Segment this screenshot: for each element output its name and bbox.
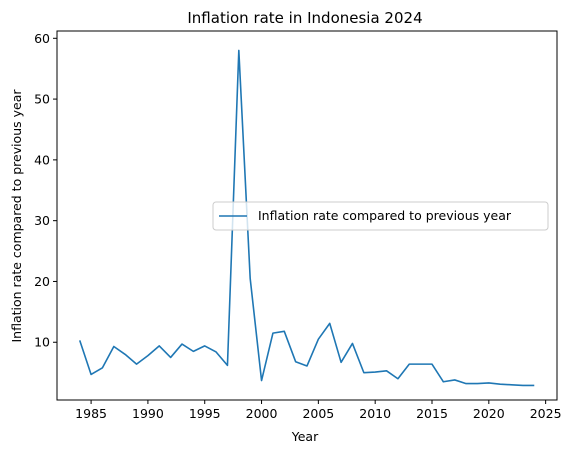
y-tick-label: 30 [34, 213, 50, 228]
plot-area [56, 30, 558, 401]
x-tick-label: 1990 [132, 406, 164, 421]
legend: Inflation rate compared to previous year [212, 201, 549, 231]
x-tick-label: 2020 [473, 406, 505, 421]
y-tick-label: 10 [34, 335, 50, 350]
y-axis-label: Inflation rate compared to previous year [9, 89, 24, 343]
y-axis: 10 20 30 40 50 60 [34, 31, 57, 350]
legend-box [212, 201, 549, 231]
y-tick-label: 40 [34, 152, 50, 167]
plot-frame [56, 30, 558, 401]
x-tick-label: 1985 [75, 406, 107, 421]
legend-label: Inflation rate compared to previous year [258, 208, 512, 223]
y-tick-label: 20 [34, 274, 50, 289]
x-axis: 1985 1990 1995 2000 2005 2010 2015 2020 2025 [75, 400, 562, 421]
x-tick-label: 2025 [530, 406, 562, 421]
x-tick-label: 1995 [189, 406, 221, 421]
series-layer [78, 49, 535, 387]
y-tick-label: 50 [34, 92, 50, 107]
x-axis-label: Year [291, 429, 319, 444]
x-tick-label: 2015 [416, 406, 448, 421]
x-tick-label: 2005 [302, 406, 334, 421]
chart-title: Inflation rate in Indonesia 2024 [187, 9, 422, 27]
y-tick-label: 60 [34, 31, 50, 46]
x-tick-label: 2000 [246, 406, 278, 421]
x-tick-label: 2010 [359, 406, 391, 421]
